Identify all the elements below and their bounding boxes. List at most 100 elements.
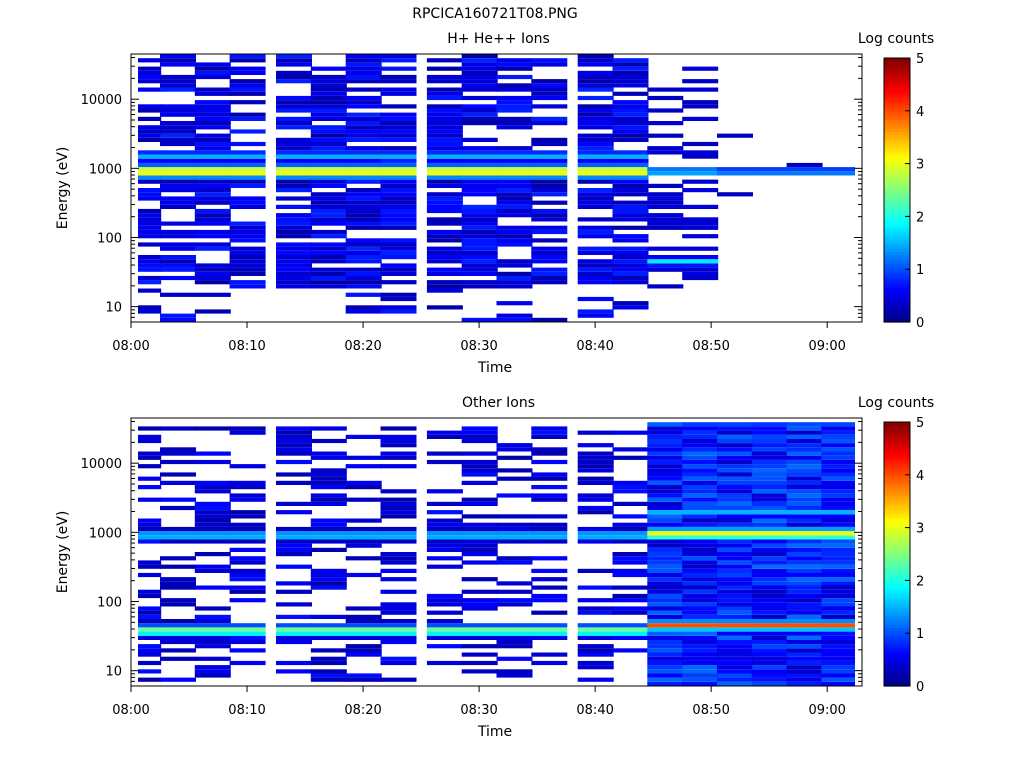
heatmap-cell: [577, 179, 614, 184]
heatmap-cell: [380, 79, 417, 84]
heatmap-cell: [612, 585, 649, 590]
heatmap-cell: [310, 108, 347, 113]
heatmap-cell: [717, 656, 753, 661]
heatmap-cell: [577, 204, 614, 209]
colorbar-tick-label: 0: [916, 316, 924, 331]
colorbar-segment: [884, 263, 910, 267]
heatmap-cell: [751, 656, 788, 661]
heatmap-cell: [345, 116, 382, 121]
heatmap-cell: [577, 137, 614, 142]
colorbar-tick-label: 4: [916, 105, 924, 120]
heatmap-cell: [138, 192, 162, 197]
heatmap-cell: [138, 125, 162, 130]
heatmap-cell: [612, 192, 649, 197]
x-tick-label: 08:20: [344, 339, 381, 354]
colorbar-segment: [884, 492, 910, 496]
heatmap-cell: [612, 526, 649, 532]
heatmap-cell: [310, 162, 347, 168]
heatmap-cell: [786, 485, 823, 490]
heatmap-cell: [531, 183, 568, 188]
heatmap-cell: [717, 133, 753, 138]
colorbar-segment: [884, 527, 910, 532]
heatmap-cell: [461, 669, 498, 674]
heatmap-cell: [426, 179, 463, 184]
heatmap-cell: [461, 188, 498, 193]
heatmap-cell: [531, 150, 568, 155]
heatmap-cell: [496, 62, 533, 67]
heatmap-cell: [345, 221, 382, 226]
heatmap-cell: [682, 154, 719, 159]
heatmap-cell: [612, 83, 649, 88]
heatmap-cell: [138, 652, 162, 657]
heatmap-cell: [310, 631, 347, 636]
heatmap-cell: [786, 434, 823, 439]
heatmap-cell: [682, 547, 719, 552]
heatmap-cell: [345, 535, 382, 540]
heatmap-cell: [751, 430, 788, 435]
heatmap-cell: [821, 171, 855, 176]
heatmap-cell: [647, 556, 684, 561]
heatmap-cell: [461, 255, 498, 260]
colorbar-segment: [884, 439, 910, 444]
heatmap-cell: [380, 104, 417, 109]
heatmap-cell: [229, 259, 266, 264]
panel-title: H+ He++ Ions: [447, 31, 550, 47]
heatmap-cell: [612, 121, 649, 126]
colorbar-segment: [884, 313, 910, 317]
heatmap-cell: [310, 255, 347, 260]
heatmap-cell: [461, 167, 498, 172]
heatmap-cell: [229, 635, 266, 640]
heatmap-cell: [194, 522, 231, 527]
heatmap-cell: [786, 589, 823, 594]
heatmap-cell: [138, 58, 162, 63]
heatmap-cell: [751, 677, 788, 682]
heatmap-cell: [345, 154, 382, 159]
heatmap-cell: [380, 271, 417, 276]
heatmap-cell: [577, 229, 614, 235]
heatmap-cell: [160, 447, 196, 452]
heatmap-cell: [160, 104, 196, 109]
colorbar-segment: [884, 266, 910, 270]
heatmap-cell: [160, 204, 196, 209]
heatmap-cell: [751, 673, 788, 678]
heatmap-cell: [751, 171, 788, 176]
heatmap-cell: [345, 167, 382, 172]
heatmap-cell: [345, 543, 382, 548]
heatmap-cell: [531, 610, 568, 615]
heatmap-cell: [138, 564, 162, 569]
heatmap-cell: [461, 552, 498, 557]
colorbar-segment: [884, 304, 910, 308]
heatmap-cell: [461, 652, 498, 657]
heatmap-cell: [751, 614, 788, 619]
heatmap-cell: [682, 619, 719, 624]
heatmap-cell: [310, 104, 347, 109]
heatmap-cell: [160, 535, 196, 540]
heatmap-cell: [751, 660, 788, 666]
heatmap-cell: [612, 116, 649, 121]
x-axis-label: Time: [477, 360, 512, 376]
heatmap-cell: [717, 522, 753, 527]
heatmap-cell: [276, 426, 312, 431]
colorbar-segment: [884, 166, 910, 171]
colorbar-segment: [884, 184, 910, 188]
heatmap-cell: [276, 104, 312, 109]
heatmap-cell: [160, 656, 196, 661]
heatmap-cell: [194, 514, 231, 519]
heatmap-cell: [461, 543, 498, 548]
heatmap-cell: [496, 188, 533, 193]
heatmap-cell: [682, 116, 719, 121]
heatmap-cell: [380, 552, 417, 557]
heatmap-cell: [276, 639, 312, 645]
heatmap-cell: [821, 459, 855, 465]
heatmap-cell: [531, 434, 568, 439]
heatmap-cell: [276, 602, 312, 607]
heatmap-cell: [531, 200, 568, 205]
heatmap-cell: [229, 54, 266, 59]
heatmap-cell: [310, 480, 347, 485]
heatmap-cell: [380, 560, 417, 565]
heatmap-cell: [380, 619, 417, 624]
heatmap-cell: [821, 665, 855, 670]
heatmap-cell: [276, 259, 312, 264]
heatmap-cell: [380, 158, 417, 163]
heatmap-cell: [310, 468, 347, 473]
